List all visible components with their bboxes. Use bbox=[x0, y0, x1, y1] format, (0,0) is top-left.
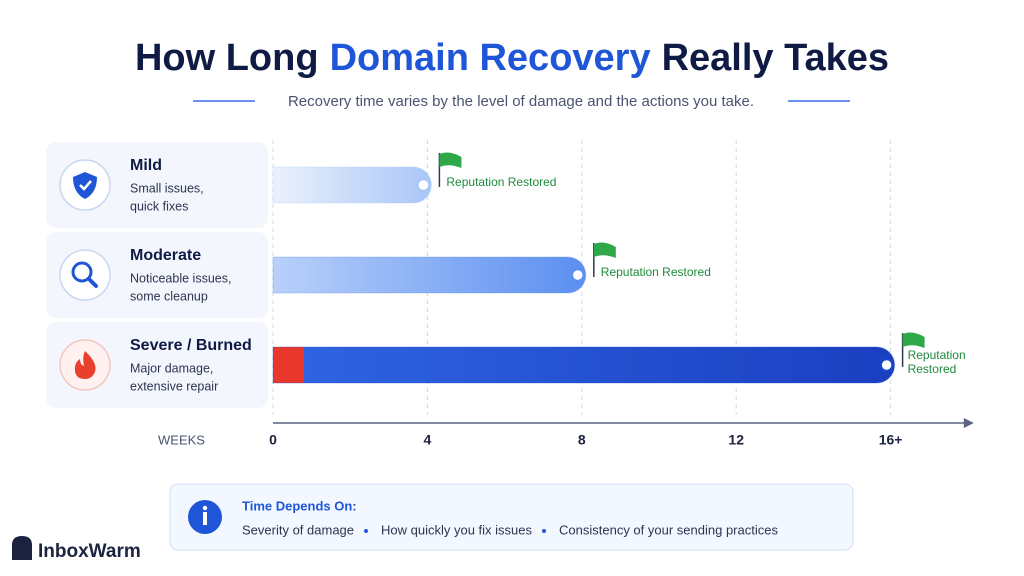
row-card bbox=[46, 232, 268, 318]
category-label: Moderate bbox=[130, 247, 201, 264]
x-axis-arrow bbox=[963, 418, 974, 428]
brand: InboxWarm bbox=[38, 541, 141, 562]
title-part: Really Takes bbox=[662, 37, 889, 79]
flag bbox=[439, 152, 462, 168]
fire-icon bbox=[74, 351, 96, 379]
annotation: Reputation bbox=[908, 348, 966, 362]
category-label: Mild bbox=[130, 157, 162, 174]
bar bbox=[272, 346, 896, 384]
bar-end-marker bbox=[570, 267, 586, 283]
info-box bbox=[169, 483, 854, 551]
annotation: Restored bbox=[908, 362, 957, 376]
annotation: Reputation Restored bbox=[446, 175, 556, 189]
x-axis-label: WEEKS bbox=[158, 432, 205, 447]
row-card bbox=[46, 322, 268, 408]
flag bbox=[593, 242, 616, 258]
flag bbox=[902, 332, 925, 348]
x-tick-label: 12 bbox=[728, 432, 744, 448]
info-item: Severity of damage bbox=[242, 522, 354, 537]
title-part: How Long bbox=[135, 37, 319, 79]
bullet bbox=[542, 529, 547, 533]
bar-end-marker bbox=[879, 357, 894, 373]
shield-icon bbox=[73, 172, 97, 199]
bar bbox=[272, 256, 587, 294]
info-item: How quickly you fix issues bbox=[381, 522, 532, 537]
search-handle bbox=[87, 277, 98, 288]
category-label: Severe / Burned bbox=[130, 337, 252, 354]
category-description: some cleanup bbox=[130, 289, 208, 303]
category-description: Major damage, bbox=[130, 361, 213, 375]
bar bbox=[272, 166, 432, 204]
category-description: Small issues, bbox=[130, 181, 204, 195]
row-card bbox=[46, 142, 268, 228]
search-icon bbox=[71, 261, 93, 283]
info-icon-dot bbox=[202, 505, 208, 511]
brand-icon bbox=[12, 536, 32, 560]
bar-end-marker bbox=[416, 177, 431, 193]
title: How Long Domain Recovery Really Takes bbox=[135, 37, 889, 79]
info-icon-stem bbox=[203, 512, 207, 525]
annotation: Reputation Restored bbox=[601, 265, 711, 279]
title-part: Domain Recovery bbox=[330, 37, 651, 79]
info-heading: Time Depends On: bbox=[242, 498, 357, 513]
bullet bbox=[364, 529, 369, 533]
subtitle: Recovery time varies by the level of dam… bbox=[288, 93, 754, 110]
x-tick-label: 8 bbox=[578, 432, 586, 448]
category-description: quick fixes bbox=[130, 199, 188, 213]
row-icon-ring bbox=[59, 249, 111, 301]
category-description: extensive repair bbox=[130, 379, 218, 393]
x-tick-label: 16+ bbox=[879, 432, 903, 448]
category-description: Noticeable issues, bbox=[130, 271, 231, 285]
info-item: Consistency of your sending practices bbox=[559, 522, 778, 537]
x-tick-label: 4 bbox=[424, 432, 432, 448]
check-icon bbox=[79, 180, 92, 191]
x-tick-label: 0 bbox=[269, 432, 277, 448]
